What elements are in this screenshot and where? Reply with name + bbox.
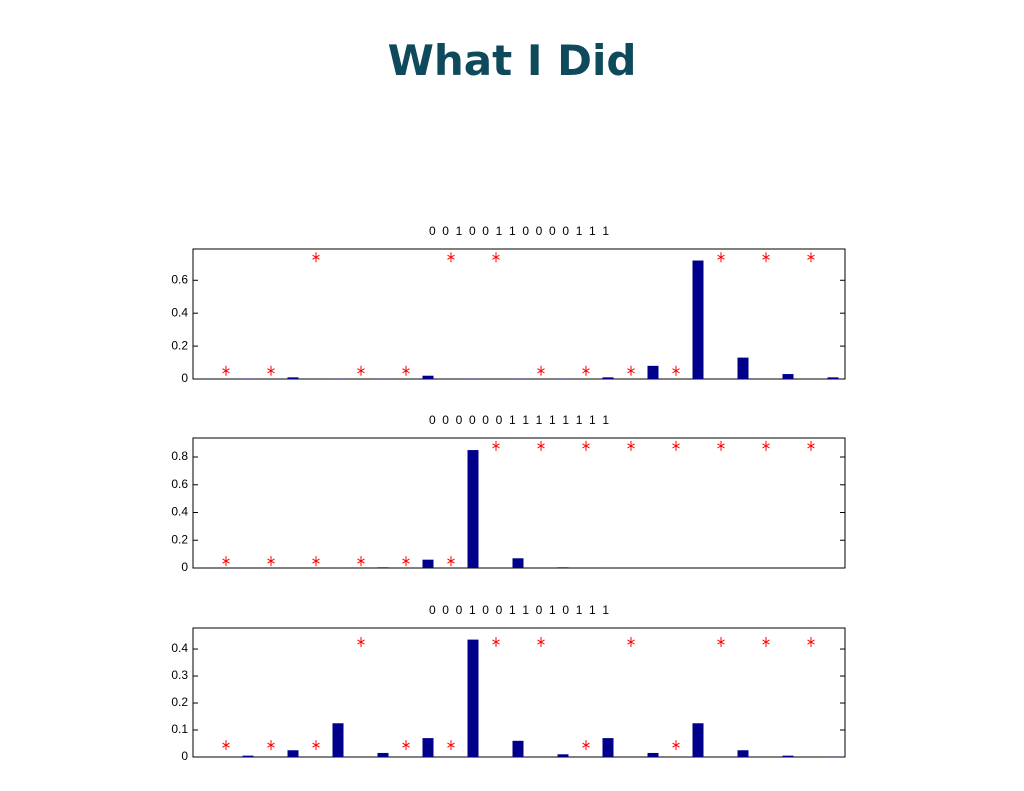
y-tick-label: 0.6 [171, 477, 188, 491]
bar [557, 754, 569, 757]
y-tick-label: 0 [181, 371, 188, 385]
bar [647, 752, 659, 757]
y-tick-label: 0.3 [171, 668, 188, 682]
marker [312, 556, 320, 567]
y-tick-label: 0.2 [171, 338, 188, 352]
marker [582, 440, 590, 451]
y-tick-label: 0.8 [171, 449, 188, 463]
bar [512, 740, 524, 757]
y-tick-label: 0 [181, 560, 188, 574]
y-tick-label: 0.2 [171, 532, 188, 546]
marker [312, 740, 320, 751]
marker [267, 740, 275, 751]
marker [537, 440, 545, 451]
subplot-title: 0 0 1 0 0 1 1 0 0 0 0 1 1 1 [429, 224, 609, 238]
marker [357, 637, 365, 648]
bar [602, 738, 614, 757]
marker [627, 365, 635, 376]
bar [377, 567, 389, 568]
y-tick-label: 0.4 [171, 641, 188, 655]
bar [287, 377, 299, 379]
y-tick-label: 0.4 [171, 505, 188, 519]
marker [627, 440, 635, 451]
bar [467, 450, 479, 568]
plot-area [192, 437, 846, 569]
y-tick-label: 0.1 [171, 722, 188, 736]
marker [222, 740, 230, 751]
bar [422, 738, 434, 757]
marker [672, 365, 680, 376]
marker [537, 637, 545, 648]
marker [357, 365, 365, 376]
marker [627, 637, 635, 648]
marker [672, 440, 680, 451]
bar [827, 377, 839, 379]
marker [672, 740, 680, 751]
marker [447, 556, 455, 567]
marker [762, 637, 770, 648]
plot-area [192, 627, 846, 758]
marker [357, 556, 365, 567]
marker [402, 556, 410, 567]
marker [807, 637, 815, 648]
marker [402, 365, 410, 376]
bar [467, 639, 479, 757]
marker [267, 365, 275, 376]
bar [737, 357, 749, 379]
marker [717, 637, 725, 648]
bar [647, 365, 659, 379]
marker [807, 252, 815, 263]
subplot-title: 0 0 0 1 0 0 1 1 0 1 0 1 1 1 [429, 603, 609, 617]
bar [422, 375, 434, 379]
y-tick-label: 0 [181, 749, 188, 763]
bar [782, 374, 794, 379]
slide-title: What I Did [387, 36, 637, 85]
y-tick-label: 0.6 [171, 272, 188, 286]
plot-area [192, 248, 846, 380]
marker [717, 440, 725, 451]
subplot-title: 0 0 0 0 0 0 1 1 1 1 1 1 1 1 [429, 413, 609, 427]
bar [422, 559, 434, 568]
marker [492, 440, 500, 451]
bar [602, 377, 614, 379]
bar [377, 752, 389, 757]
bar [692, 723, 704, 757]
marker [492, 252, 500, 263]
bar [782, 755, 794, 757]
marker [222, 365, 230, 376]
marker [492, 637, 500, 648]
marker [762, 440, 770, 451]
y-tick-label: 0.4 [171, 305, 188, 319]
bar [287, 750, 299, 757]
bar [737, 750, 749, 757]
marker [582, 365, 590, 376]
marker [447, 252, 455, 263]
marker [312, 252, 320, 263]
marker [762, 252, 770, 263]
marker [717, 252, 725, 263]
bar [332, 723, 344, 757]
marker [537, 365, 545, 376]
bar [557, 567, 569, 568]
bar [692, 260, 704, 379]
y-tick-label: 0.2 [171, 695, 188, 709]
marker [807, 440, 815, 451]
bar [512, 558, 524, 568]
marker [267, 556, 275, 567]
marker [222, 556, 230, 567]
marker [447, 740, 455, 751]
bar [242, 755, 254, 757]
marker [402, 740, 410, 751]
marker [582, 740, 590, 751]
